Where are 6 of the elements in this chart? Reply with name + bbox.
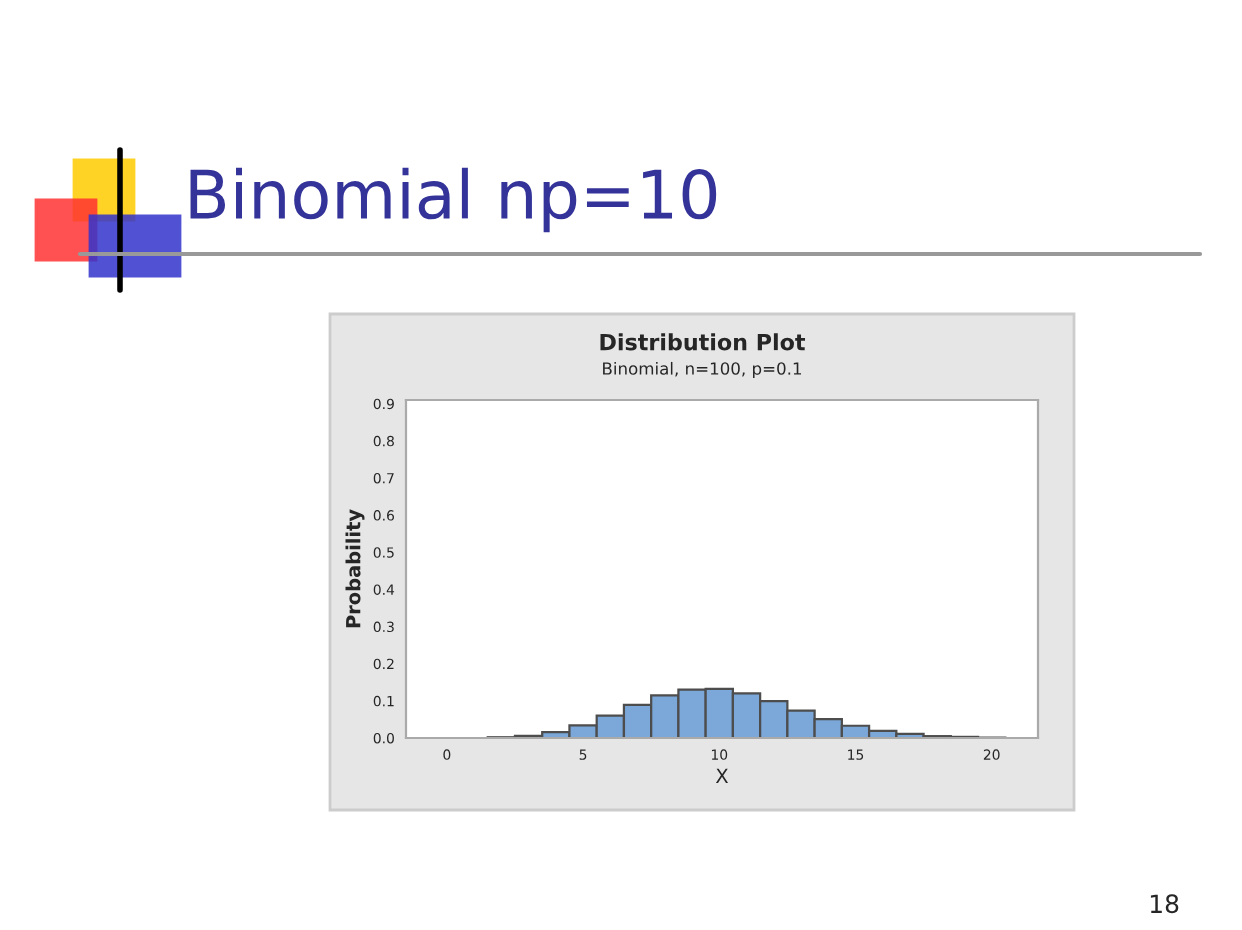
chart-subtitle: Binomial, n=100, p=0.1 — [603, 361, 802, 379]
x-axis-title: X — [715, 768, 729, 783]
text: 18 — [1150, 894, 1179, 914]
y-axis-title: Probability — [345, 509, 365, 628]
text: Binomial np=10 — [190, 167, 717, 233]
chart-title: Distribution Plot — [600, 333, 806, 351]
